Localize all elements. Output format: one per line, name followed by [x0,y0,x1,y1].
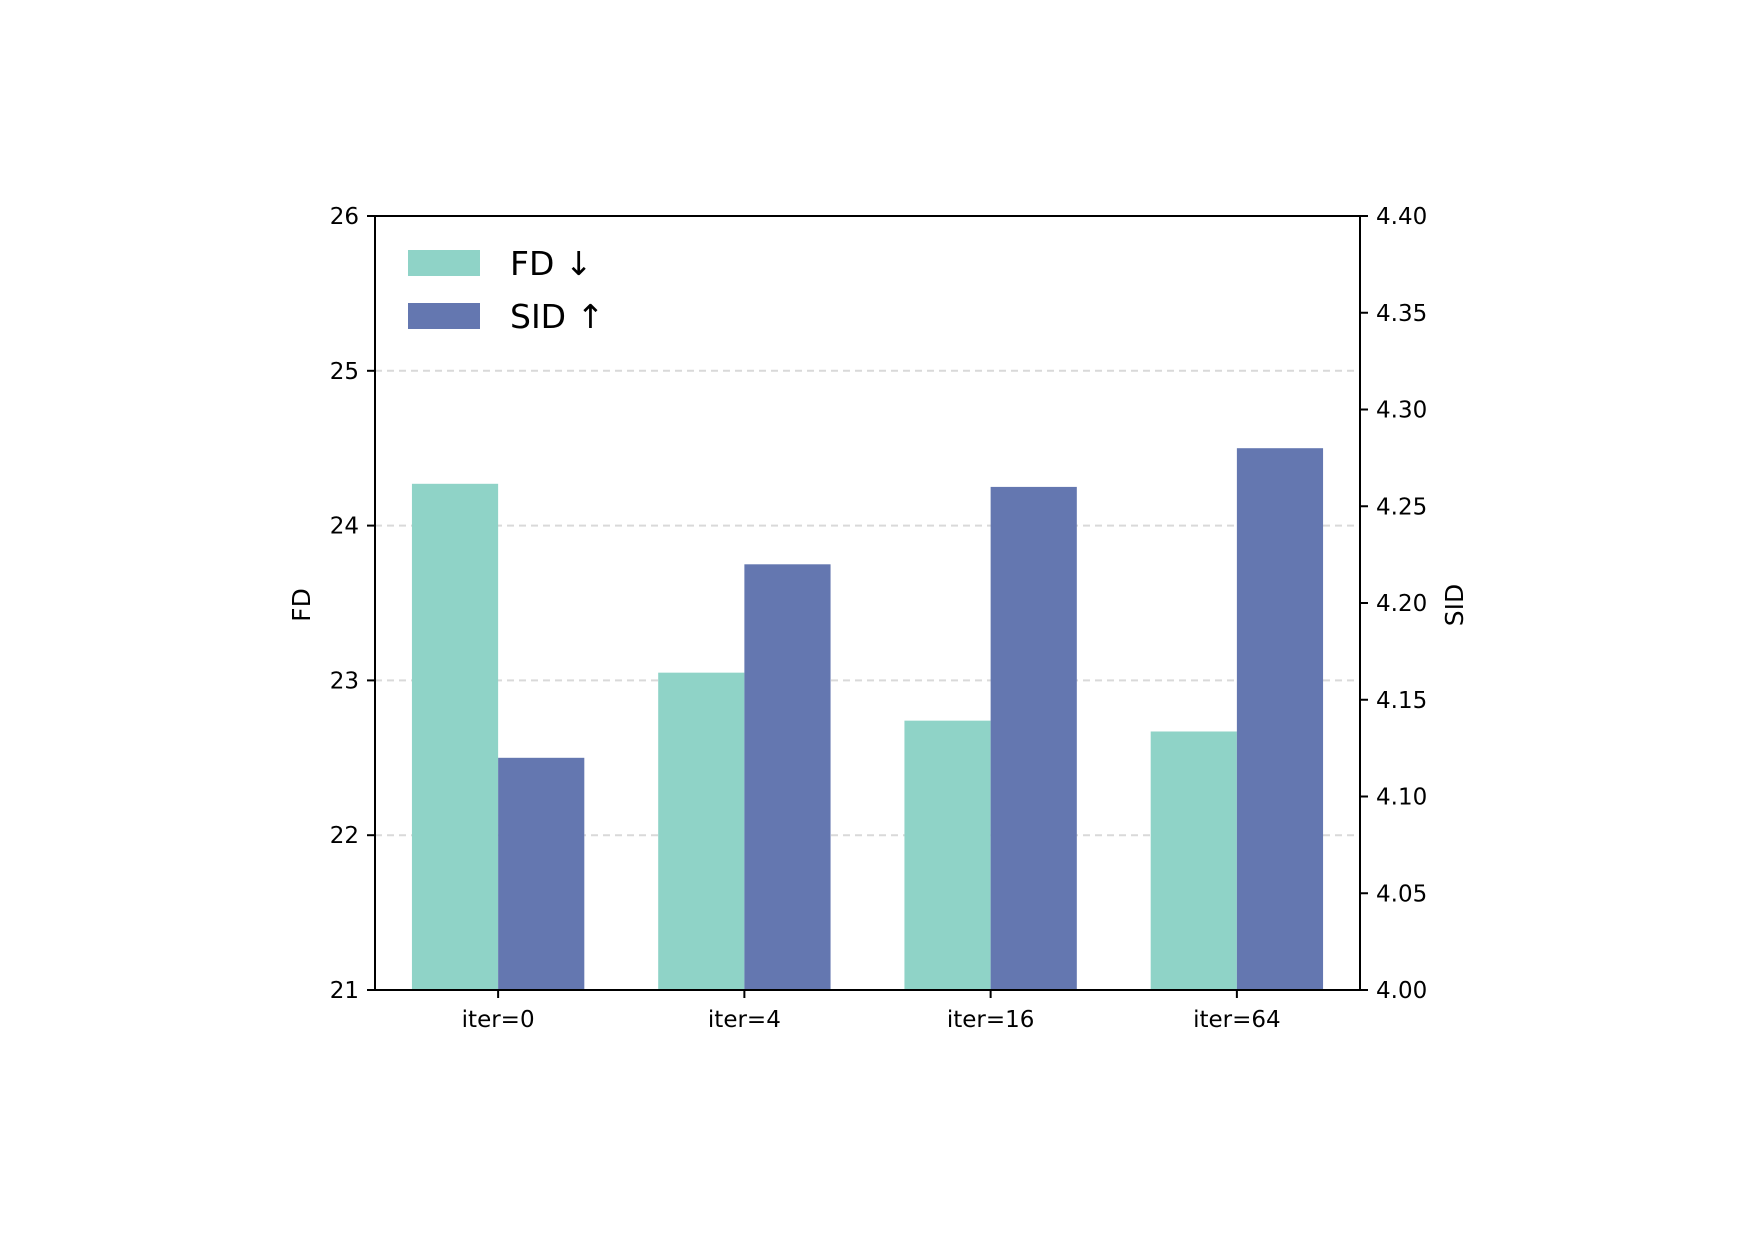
legend-swatch-sid [408,303,480,329]
y2-tick-label: 4.05 [1376,881,1427,907]
x-tick-label: iter=4 [708,1007,781,1033]
bar-fd-iter=16 [904,720,991,990]
y2-tick-label: 4.20 [1376,591,1427,617]
y-tick-label: 23 [330,668,359,694]
bar-fd-iter=4 [658,672,745,990]
y-tick-label: 24 [330,514,359,540]
bar-fd-iter=64 [1150,731,1237,990]
x-tick-label: iter=0 [462,1007,535,1033]
y2-axis-label: SID [1440,584,1469,627]
legend-label-fd: FD ↓ [510,244,593,283]
legend-swatch-fd [408,250,480,276]
y2-tick-label: 4.25 [1376,494,1427,520]
y-tick-label: 22 [330,823,359,849]
y2-tick-label: 4.40 [1376,204,1427,230]
legend: FD ↓ SID ↑ [408,244,604,336]
x-axis: iter=0 iter=4 iter=16 iter=64 [462,990,1281,1033]
y2-tick-label: 4.10 [1376,785,1427,811]
bar-sid-iter=16 [990,486,1077,990]
y2-tick-label: 4.30 [1376,398,1427,424]
left-axis: 21 22 23 24 25 26 [330,204,375,1004]
y-axis-label: FD [287,588,316,622]
bar-fd-iter=0 [411,483,499,990]
x-tick-label: iter=16 [947,1007,1035,1033]
y2-tick-label: 4.15 [1376,688,1427,714]
bar-sid-iter=64 [1236,448,1324,990]
x-tick-label: iter=64 [1193,1007,1281,1033]
y-tick-label: 21 [330,978,359,1004]
right-axis: 4.00 4.05 4.10 4.15 4.20 4.25 4.30 4.35 4.40 [1360,204,1427,1004]
bar-sid-iter=0 [498,757,585,990]
y2-tick-label: 4.35 [1376,301,1427,327]
y2-tick-label: 4.00 [1376,978,1427,1004]
y-tick-label: 25 [330,359,359,385]
legend-label-sid: SID ↑ [510,297,604,336]
y-tick-label: 26 [330,204,359,230]
bars [411,448,1324,990]
bar-sid-iter=4 [744,564,831,990]
